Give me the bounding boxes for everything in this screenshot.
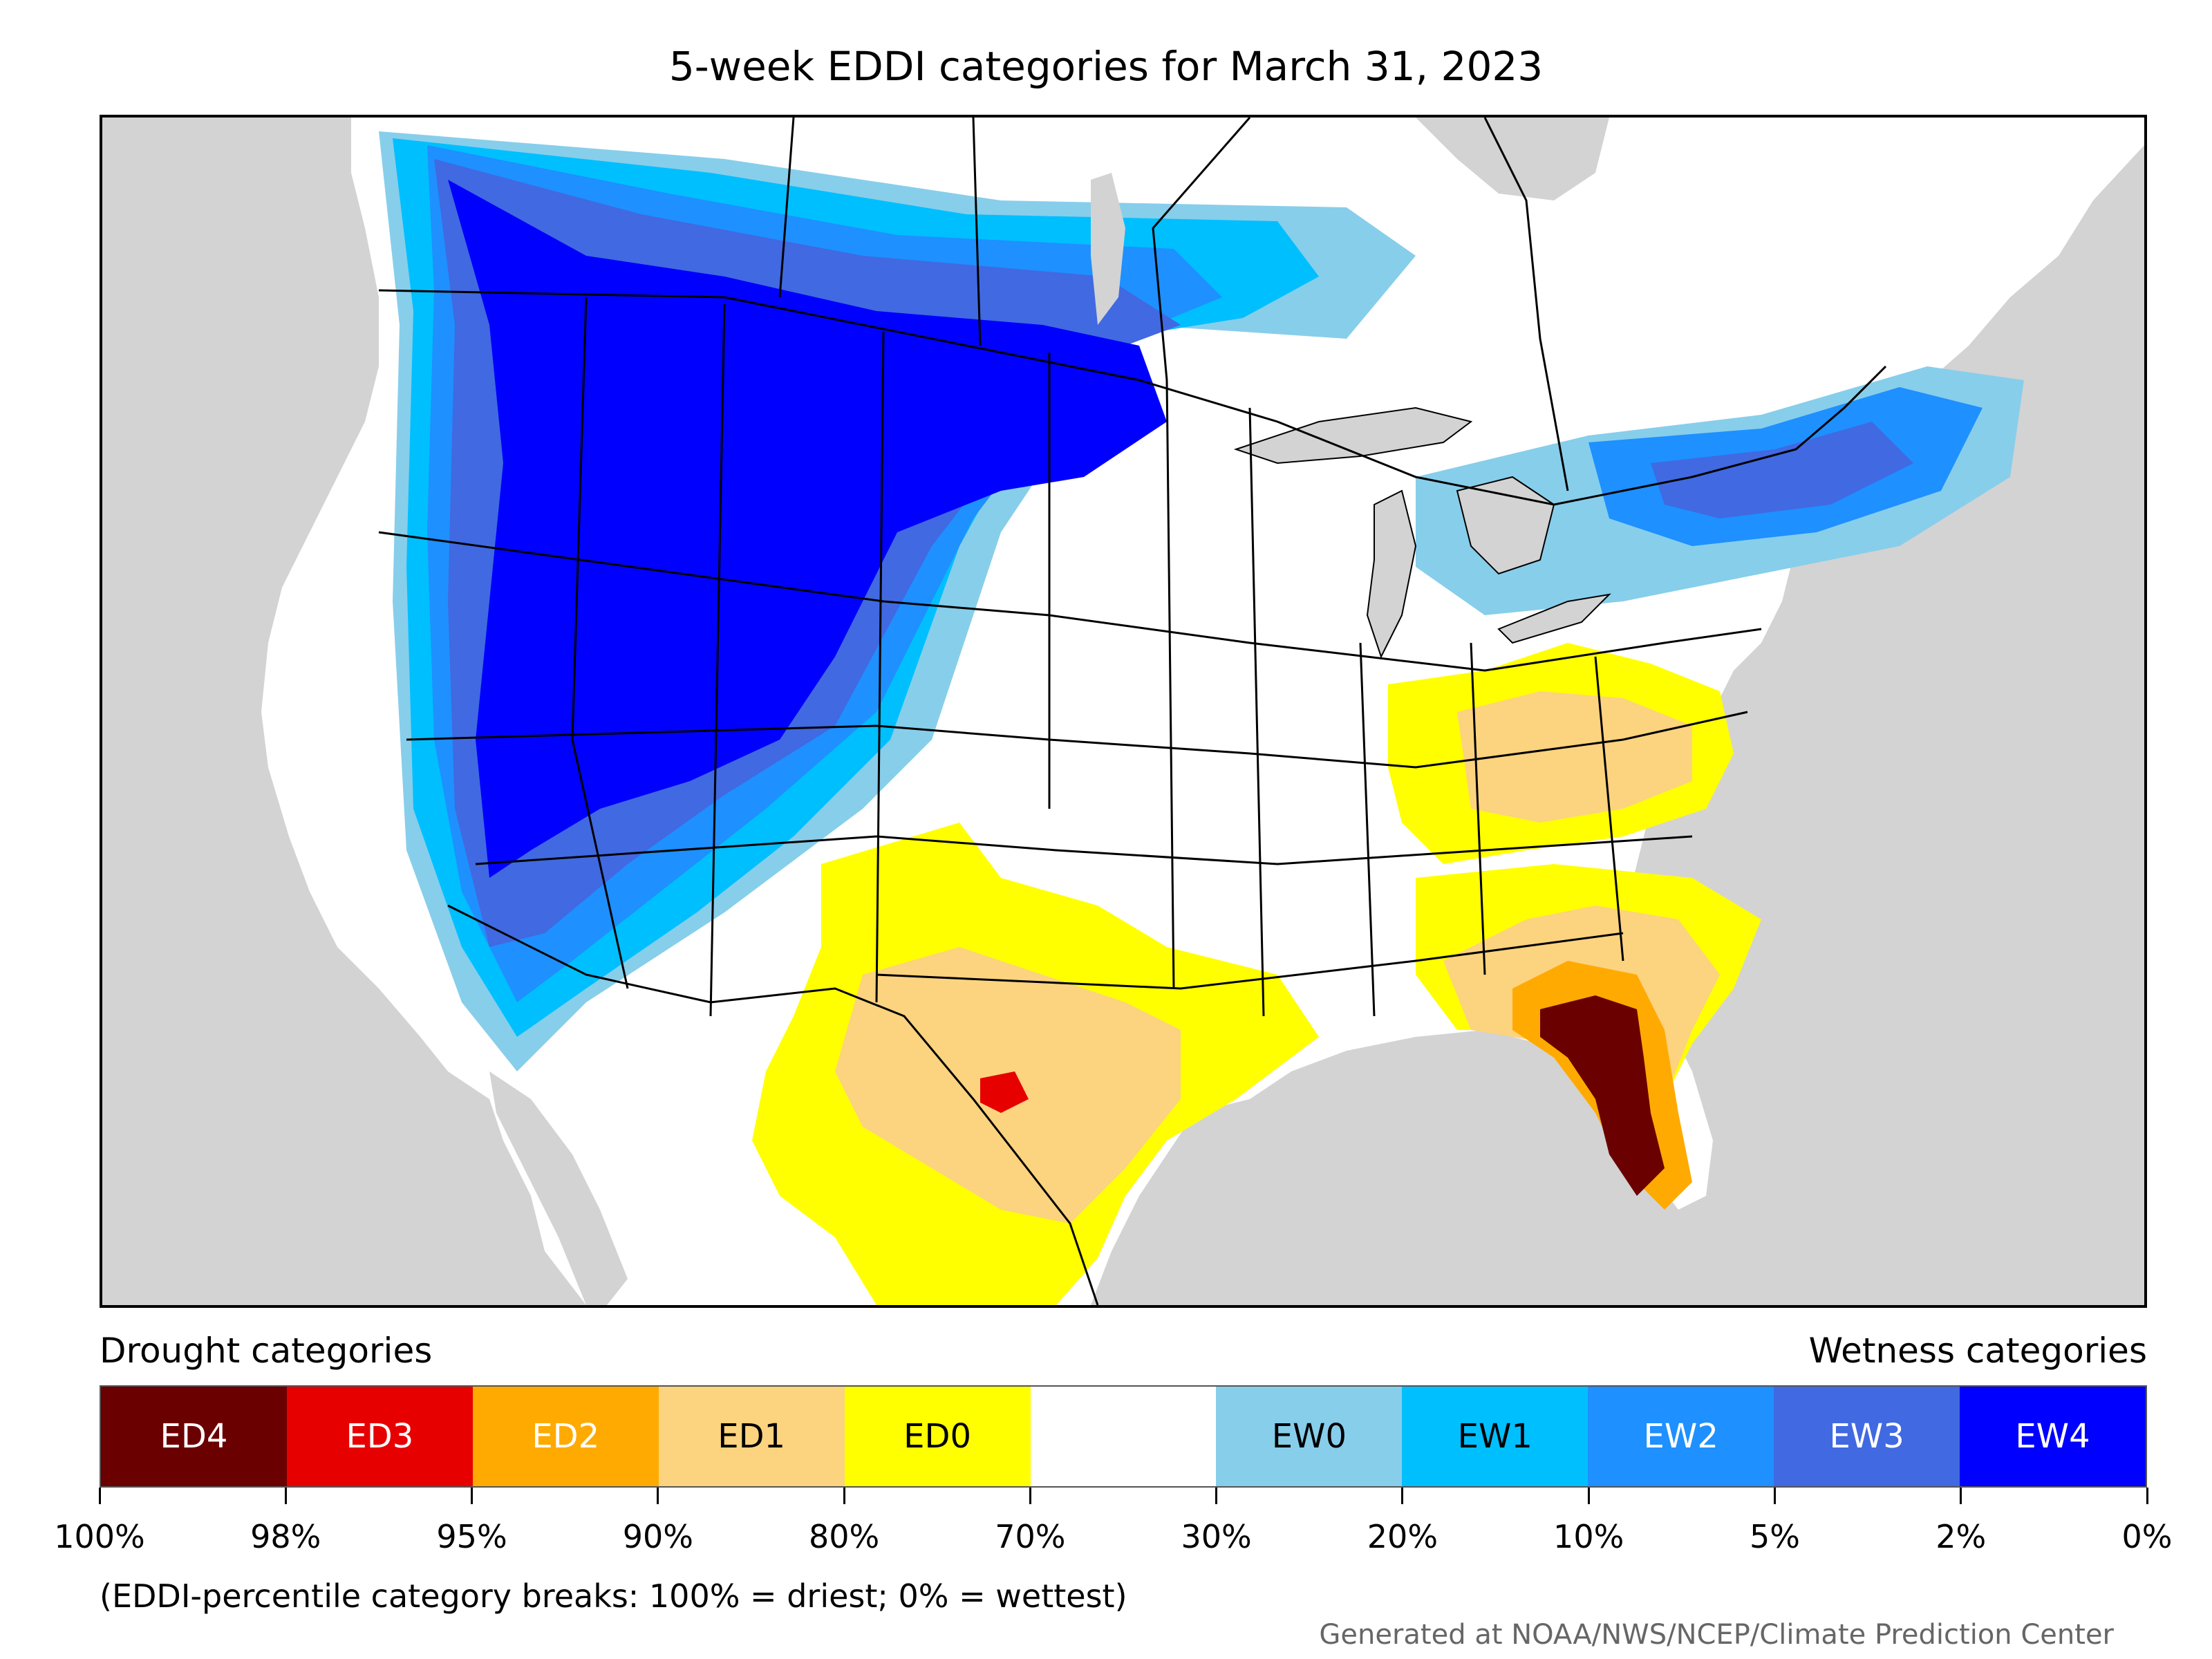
- dry-ed3-texas: [980, 1071, 1029, 1113]
- state-line-2: [709, 303, 726, 1017]
- break-label: 10%: [1553, 1518, 1624, 1555]
- drought-categories-heading: Drought categories: [100, 1331, 433, 1371]
- legend-segment-ed2: ED2: [472, 1387, 659, 1486]
- state-line-12: [475, 835, 1693, 865]
- break-label: 20%: [1367, 1518, 1438, 1555]
- legend-segment-ed3: ED3: [286, 1387, 473, 1486]
- legend-segment-ew1: EW1: [1402, 1387, 1588, 1486]
- dry-ed4-florida: [1540, 995, 1665, 1196]
- dry-ed1-ohio-valley: [1457, 691, 1692, 823]
- break-tick: [1587, 1488, 1590, 1504]
- lake-erie: [1497, 593, 1611, 644]
- us-mexico-border: [447, 904, 1099, 1305]
- legend-segment-ew3: EW3: [1774, 1387, 1960, 1486]
- credit-line: Generated at NOAA/NWS/NCEP/Climate Predi…: [1319, 1619, 2114, 1651]
- state-line-11: [406, 711, 1748, 769]
- legend-segment-ew0: EW0: [1216, 1387, 1403, 1486]
- map-canvas: [261, 118, 2144, 1305]
- break-tick: [2146, 1488, 2148, 1504]
- break-tick: [1029, 1488, 1031, 1504]
- break-label: 70%: [995, 1518, 1066, 1555]
- break-tick: [1773, 1488, 1776, 1504]
- legend-segment-ew2: EW2: [1588, 1387, 1774, 1486]
- break-label: 100%: [54, 1518, 145, 1555]
- lake-winnipeg: [1091, 173, 1125, 325]
- break-tick: [657, 1488, 659, 1504]
- break-label: 80%: [808, 1518, 880, 1555]
- category-color-bar: ED4 ED3 ED2 ED1 ED0 EW0 EW1 EW2 EW3 EW4: [100, 1385, 2147, 1488]
- legend-segment-ed1: ED1: [658, 1387, 845, 1486]
- state-line-7: [1359, 642, 1376, 1017]
- gulf-of-california: [489, 1071, 628, 1305]
- break-tick: [284, 1488, 287, 1504]
- state-line-6: [1248, 407, 1265, 1017]
- break-label: 95%: [436, 1518, 507, 1555]
- break-label: 5%: [1749, 1518, 1800, 1555]
- wetness-categories-heading: Wetness categories: [1808, 1331, 2147, 1371]
- political-borders: [378, 118, 1887, 1305]
- hudson-bay-edge: [1416, 118, 1609, 200]
- break-tick: [843, 1488, 845, 1504]
- lake-huron: [1456, 476, 1555, 575]
- canada-province-line-1: [778, 118, 795, 298]
- lake-michigan: [1366, 489, 1417, 659]
- legend-segment-ed4: ED4: [101, 1387, 287, 1486]
- break-tick: [471, 1488, 474, 1504]
- wet-ew4-west: [448, 180, 1167, 878]
- break-tick: [1960, 1488, 1962, 1504]
- canada-province-line-2: [972, 118, 982, 346]
- canada-province-line-4: [1483, 118, 1569, 491]
- legend-segment-normal: [1030, 1387, 1217, 1486]
- state-line-9: [1594, 656, 1624, 962]
- category-break-note: (EDDI-percentile category breaks: 100% =…: [100, 1577, 1127, 1615]
- wet-ew3-northeast: [1651, 422, 1913, 518]
- state-line-3: [875, 331, 885, 1003]
- break-tick: [1401, 1488, 1404, 1504]
- state-line-10: [378, 531, 1762, 672]
- map-title: 5-week EDDI categories for March 31, 202…: [668, 43, 1544, 90]
- break-label: 0%: [2121, 1518, 2173, 1555]
- break-tick: [98, 1488, 101, 1504]
- legend-segment-ed0: ED0: [844, 1387, 1031, 1486]
- break-label: 2%: [1936, 1518, 1987, 1555]
- eddi-map: [100, 115, 2147, 1308]
- break-label: 90%: [622, 1518, 693, 1555]
- legend-segment-ew4: EW4: [1960, 1387, 2146, 1486]
- break-label: 30%: [1181, 1518, 1252, 1555]
- break-label: 98%: [250, 1518, 321, 1555]
- state-line-13: [876, 932, 1624, 990]
- lake-superior: [1233, 406, 1473, 465]
- state-line-8: [1470, 642, 1486, 975]
- canada-province-line-3: [1152, 118, 1251, 381]
- canada-us-border: [378, 289, 1887, 506]
- category-break-ticks: [98, 1488, 2148, 1504]
- break-tick: [1215, 1488, 1218, 1504]
- state-line-5: [1165, 379, 1175, 989]
- state-line-1: [571, 297, 629, 989]
